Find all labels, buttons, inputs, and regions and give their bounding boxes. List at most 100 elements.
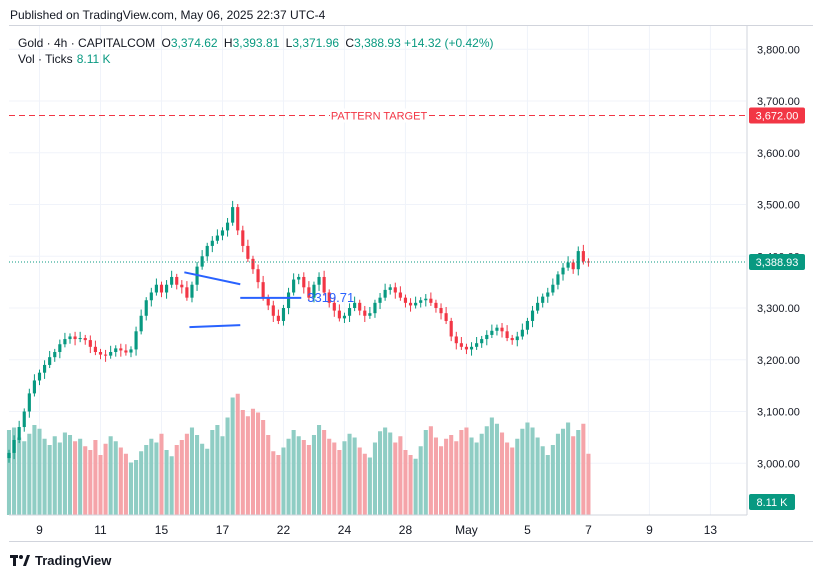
symbol-name: Gold · 4h · CAPITALCOM — [18, 36, 156, 50]
candle — [200, 250, 204, 270]
candle-body — [317, 276, 321, 285]
overlays: PATTERN TARGET 3319.71 — [9, 108, 746, 329]
candle-body — [388, 287, 392, 290]
candle-body — [332, 302, 336, 311]
candle-body — [485, 334, 489, 340]
candle-body — [159, 284, 164, 293]
trendline — [189, 324, 241, 329]
candle-body — [251, 258, 255, 270]
volume-bar — [47, 445, 52, 515]
pattern-target-label-bg — [330, 108, 428, 123]
candle-body — [429, 298, 433, 303]
candle — [302, 272, 306, 294]
volume-bar — [139, 451, 144, 515]
candle-body — [73, 336, 77, 340]
candle-body — [363, 310, 367, 316]
volume-bar — [352, 437, 357, 515]
candle-body — [276, 315, 280, 321]
volume-bar — [540, 446, 545, 515]
candle — [358, 299, 362, 316]
volume-bar — [113, 441, 118, 515]
candle-body — [144, 300, 148, 316]
y-tick-label: 3,500.00 — [757, 200, 800, 212]
candle-body — [464, 346, 469, 350]
volume-bar — [154, 442, 159, 515]
candle-body — [236, 207, 240, 231]
candle — [210, 236, 214, 253]
candle — [581, 244, 585, 265]
volume-bar — [459, 430, 464, 515]
candle — [37, 369, 42, 386]
candle-body — [307, 287, 311, 298]
candle — [536, 296, 540, 314]
candle — [505, 325, 509, 342]
candle-body — [419, 300, 423, 303]
y-tick-label: 3,000.00 — [757, 458, 800, 470]
volume-bar — [408, 455, 413, 515]
candle-body — [48, 357, 52, 365]
candle — [159, 281, 164, 298]
candle-body — [383, 289, 387, 298]
candle — [449, 317, 453, 342]
candle-body — [541, 296, 545, 303]
volume-bar — [169, 456, 174, 515]
y-tick-label: 3,600.00 — [757, 148, 800, 160]
candle — [22, 408, 26, 432]
volume-bar — [128, 462, 134, 515]
candle-body — [536, 302, 540, 311]
candle — [490, 324, 494, 339]
volume-bar — [525, 422, 530, 515]
candle-body — [83, 338, 87, 341]
footer-brand[interactable]: TradingView — [10, 553, 111, 568]
candle-body — [439, 308, 443, 314]
volume-bar — [398, 436, 403, 515]
candle-body — [576, 251, 580, 270]
volume-bar — [164, 450, 169, 515]
candle — [353, 296, 357, 312]
candle — [566, 256, 570, 271]
candle-body — [220, 230, 225, 236]
candle-body — [149, 292, 153, 301]
candle — [322, 270, 326, 296]
volume-badge — [749, 494, 795, 510]
candle — [398, 286, 402, 301]
volume-bar — [52, 436, 57, 515]
candle-body — [22, 411, 26, 428]
volume-bar — [184, 433, 189, 515]
volume-bar — [276, 455, 281, 515]
volume-bar — [27, 433, 32, 515]
candle-body — [444, 313, 448, 321]
candle — [175, 273, 179, 290]
candle — [408, 298, 413, 312]
candle — [236, 204, 240, 236]
candle-body — [281, 308, 286, 321]
candle-body — [515, 336, 519, 341]
volume-bar — [210, 430, 215, 515]
candle-body — [459, 343, 463, 347]
candle-body — [469, 346, 474, 350]
volume-bar — [83, 446, 88, 515]
volume-bar — [286, 438, 291, 515]
tradingview-logo-icon — [10, 555, 30, 566]
candle — [48, 350, 52, 369]
volume-bar — [32, 425, 37, 515]
candle-body — [337, 310, 341, 319]
candle-body — [7, 452, 11, 459]
y-tick-label: 3,700.00 — [757, 96, 800, 108]
volume-legend: Vol · Ticks 8.11 K — [18, 51, 111, 67]
x-tick-label: 5 — [524, 523, 531, 537]
candle-body — [312, 284, 316, 298]
volume-bar — [134, 460, 139, 515]
candle-body — [170, 276, 174, 285]
candle — [154, 278, 158, 296]
candle-body — [266, 297, 270, 306]
volume-bar — [17, 437, 22, 515]
candle-body — [495, 327, 499, 331]
candle — [180, 280, 184, 294]
volume-bar — [62, 432, 67, 515]
x-tick-label: 24 — [338, 523, 352, 537]
candle-body — [566, 262, 570, 268]
volume-bar — [250, 408, 256, 515]
candle — [444, 306, 448, 325]
